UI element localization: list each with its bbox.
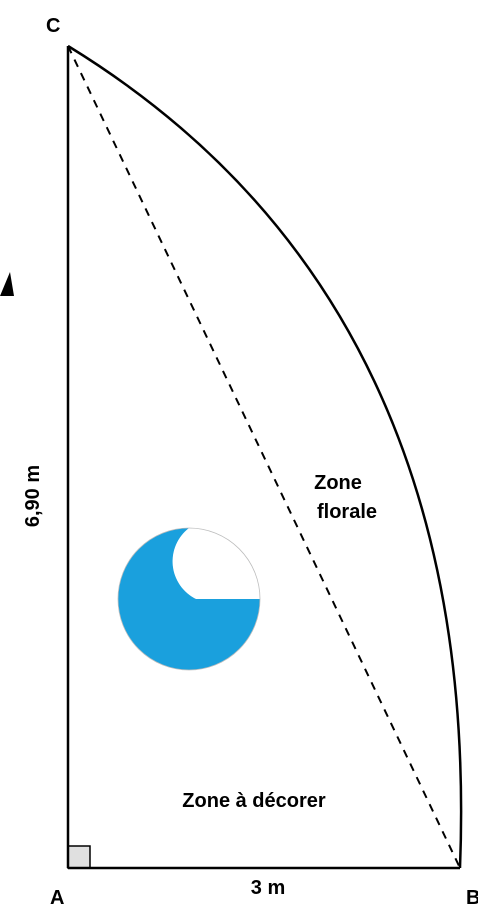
floral-zone-label-line1: Zone (314, 472, 362, 494)
circular-basin-icon (117, 527, 261, 671)
right-angle-marker (67, 845, 91, 869)
arrowhead-icon (0, 272, 14, 296)
floral-zone-label-line2: florale (317, 501, 377, 523)
dashed-diagonal-cb (67, 45, 461, 869)
base-dimension-label: 3 m (251, 877, 285, 899)
height-dimension-label: 6,90 m (22, 465, 44, 527)
point-a-label: A (50, 887, 64, 906)
point-c-label: C (46, 15, 60, 37)
decorate-zone-label: Zone à décorer (182, 790, 326, 812)
point-b-label: B (466, 887, 478, 906)
arc-cb (67, 44, 463, 869)
